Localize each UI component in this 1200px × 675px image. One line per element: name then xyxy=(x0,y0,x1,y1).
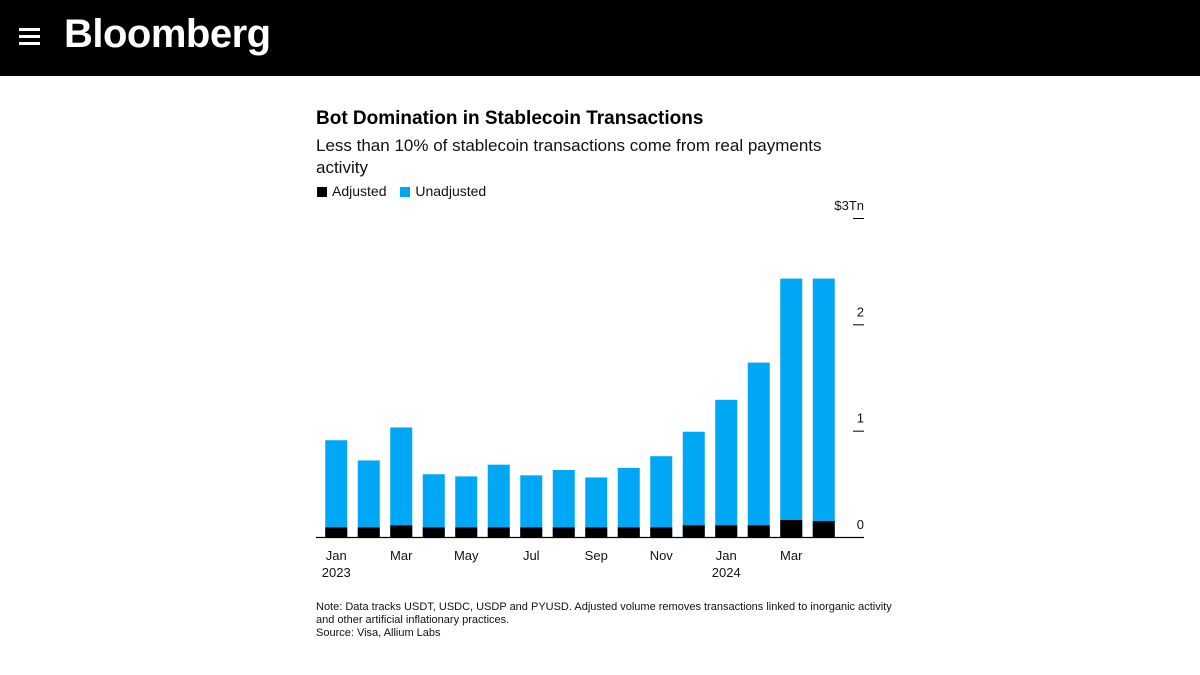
bar-unadjusted xyxy=(422,474,445,537)
bar-unadjusted xyxy=(747,362,770,537)
bar-adjusted xyxy=(747,525,770,537)
bar-unadjusted xyxy=(520,475,543,537)
bar-adjusted xyxy=(357,527,380,537)
bar-unadjusted xyxy=(487,464,510,537)
bar-adjusted xyxy=(715,525,738,537)
x-tick-label: Sep xyxy=(585,548,608,563)
bloomberg-logo[interactable]: Bloomberg xyxy=(64,12,271,56)
bar-adjusted xyxy=(455,527,478,537)
chart-note: Note: Data tracks USDT, USDC, USDP and P… xyxy=(316,601,896,640)
x-tick-label: Jul xyxy=(523,548,540,563)
chart-legend: Adjusted Unadjusted xyxy=(317,183,496,199)
legend-swatch-adjusted xyxy=(317,187,327,197)
x-tick-label: May xyxy=(454,548,479,563)
bar-adjusted xyxy=(422,527,445,537)
y-tick-label: $3Tn xyxy=(834,198,864,213)
bar-adjusted xyxy=(780,519,803,537)
bar-unadjusted xyxy=(552,470,575,537)
x-tick-label: Jan xyxy=(326,548,347,563)
bar-unadjusted xyxy=(780,278,803,537)
x-tick-label: Nov xyxy=(650,548,674,563)
bar-unadjusted xyxy=(812,278,835,537)
note-text: Note: Data tracks USDT, USDC, USDP and P… xyxy=(316,601,892,626)
x-tick-label: Jan xyxy=(716,548,737,563)
bar-unadjusted xyxy=(325,440,348,537)
y-tick-label: 1 xyxy=(857,411,864,426)
bar-unadjusted xyxy=(585,477,608,537)
legend-item-unadjusted: Unadjusted xyxy=(400,183,486,199)
legend-item-adjusted: Adjusted xyxy=(317,183,386,199)
hamburger-menu-icon[interactable] xyxy=(19,28,40,46)
top-bar: Bloomberg xyxy=(0,0,1200,76)
bar-adjusted xyxy=(552,527,575,537)
bar-adjusted xyxy=(487,527,510,537)
bar-chart: 0 1 2 $3Tn Jan 2023 Mar May Jul Sep Nov Jan 2024 Mar xyxy=(316,198,864,580)
bar-adjusted xyxy=(325,527,348,537)
y-tick-label: 0 xyxy=(857,517,864,532)
legend-label-adjusted: Adjusted xyxy=(332,183,387,199)
source-text: Source: Visa, Allium Labs xyxy=(316,627,441,639)
chart-title: Bot Domination in Stablecoin Transaction… xyxy=(316,108,704,129)
x-tick-label: Mar xyxy=(780,548,803,563)
bar-unadjusted xyxy=(617,467,640,537)
legend-label-unadjusted: Unadjusted xyxy=(415,183,487,199)
x-tick-sublabel: 2023 xyxy=(322,565,351,580)
bar-adjusted xyxy=(617,527,640,537)
bar-adjusted xyxy=(812,521,835,537)
chart-subtitle: Less than 10% of stablecoin transactions… xyxy=(316,136,822,177)
x-tick-label: Mar xyxy=(390,548,413,563)
bar-unadjusted xyxy=(455,476,478,537)
bar-adjusted xyxy=(520,527,543,537)
bar-unadjusted xyxy=(650,456,673,537)
x-tick-sublabel: 2024 xyxy=(712,565,741,580)
bar-adjusted xyxy=(650,527,673,537)
bar-unadjusted xyxy=(390,427,413,537)
bar-unadjusted xyxy=(357,460,380,537)
bar-adjusted xyxy=(390,525,413,537)
bar-unadjusted xyxy=(682,431,705,537)
bar-adjusted xyxy=(682,525,705,537)
legend-swatch-unadjusted xyxy=(400,187,411,197)
y-tick-label: 2 xyxy=(857,304,864,319)
bar-unadjusted xyxy=(715,399,738,537)
bar-adjusted xyxy=(585,527,608,537)
